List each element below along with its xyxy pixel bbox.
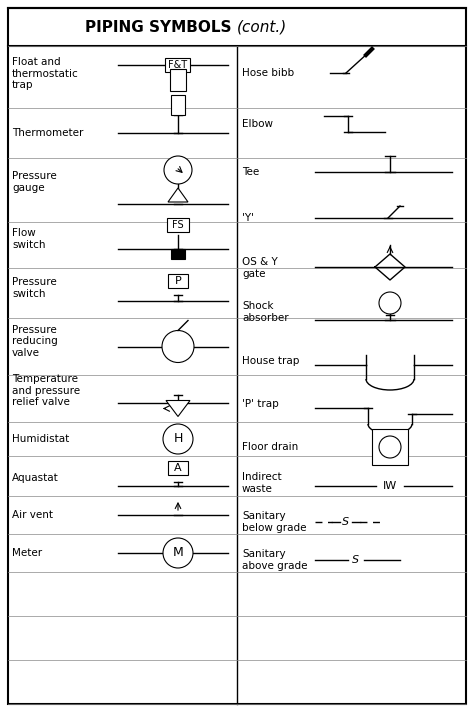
Polygon shape [166, 400, 190, 417]
Text: Tee: Tee [242, 167, 259, 177]
Text: P: P [174, 276, 182, 286]
Text: Humidistat: Humidistat [12, 434, 69, 444]
Polygon shape [168, 188, 188, 202]
Text: (cont.): (cont.) [237, 19, 287, 34]
Text: IW: IW [383, 481, 397, 491]
Text: Aquastat: Aquastat [12, 473, 59, 483]
Text: Thermometer: Thermometer [12, 128, 83, 138]
Bar [372, 429, 408, 465]
Text: Sanitary
below grade: Sanitary below grade [242, 511, 307, 533]
Bar [165, 58, 191, 72]
Text: S: S [342, 517, 349, 527]
Text: M: M [173, 547, 183, 560]
Bar [171, 249, 185, 259]
Text: House trap: House trap [242, 356, 300, 366]
Text: Meter: Meter [12, 548, 42, 558]
Text: Temperature
and pressure
relief valve: Temperature and pressure relief valve [12, 374, 80, 407]
Circle shape [163, 424, 193, 454]
Text: H: H [173, 432, 182, 446]
Circle shape [379, 436, 401, 458]
Text: Shock
absorber: Shock absorber [242, 301, 289, 323]
Circle shape [162, 330, 194, 362]
Text: Hose bibb: Hose bibb [242, 68, 294, 78]
Text: OS & Y
gate: OS & Y gate [242, 257, 278, 278]
Text: Sanitary
above grade: Sanitary above grade [242, 549, 308, 571]
Text: Elbow: Elbow [242, 119, 273, 129]
Bar [171, 95, 185, 115]
Circle shape [164, 156, 192, 184]
Bar [167, 218, 189, 232]
Text: F&T: F&T [168, 60, 188, 70]
Text: Flow
switch: Flow switch [12, 229, 46, 250]
Text: FS: FS [172, 220, 184, 230]
Text: Air vent: Air vent [12, 510, 53, 520]
Circle shape [163, 538, 193, 568]
Text: Floor drain: Floor drain [242, 442, 298, 452]
Text: Pressure
gauge: Pressure gauge [12, 171, 57, 193]
Text: Pressure
reducing
valve: Pressure reducing valve [12, 325, 58, 358]
Text: S: S [353, 555, 360, 565]
Text: 'Y': 'Y' [242, 213, 254, 223]
Bar [168, 274, 188, 288]
Text: Indirect
waste: Indirect waste [242, 472, 282, 494]
Bar [170, 69, 186, 91]
Text: Float and
thermostatic
trap: Float and thermostatic trap [12, 57, 79, 90]
Text: 'P' trap: 'P' trap [242, 399, 279, 409]
Bar [168, 461, 188, 475]
Text: PIPING SYMBOLS: PIPING SYMBOLS [85, 19, 237, 34]
Text: Pressure
switch: Pressure switch [12, 277, 57, 299]
Circle shape [379, 292, 401, 314]
Text: A: A [174, 463, 182, 473]
